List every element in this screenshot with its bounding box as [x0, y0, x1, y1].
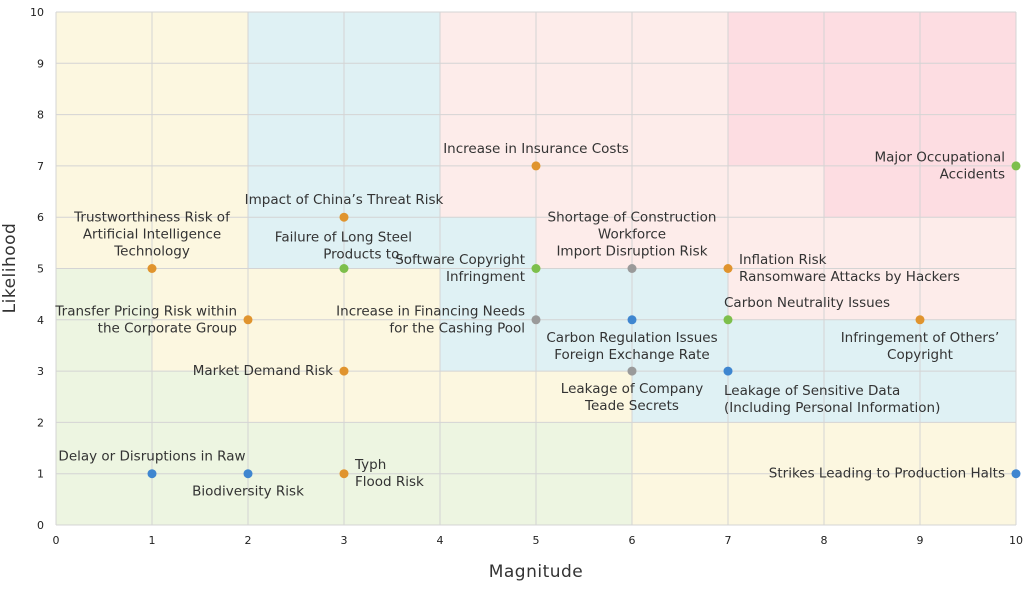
y-tick-label: 10	[30, 6, 44, 19]
point-label: Impact of China’s Threat Risk	[245, 192, 444, 208]
data-point-5	[339, 366, 349, 376]
point-label: Inflation Risk	[739, 252, 827, 268]
zone-green-0	[56, 268, 152, 525]
data-point-18	[1011, 161, 1021, 171]
point-label: Delay or Disruptions in Raw	[58, 449, 245, 465]
data-point-17	[915, 315, 925, 325]
point-label: Flood Risk	[355, 474, 424, 490]
point-label: Infringment	[446, 269, 525, 285]
point-label: for the Cashing Pool	[389, 320, 525, 336]
point-label: Trustworthiness Risk of	[73, 210, 231, 226]
data-point-10	[531, 161, 541, 171]
zone-green-1	[152, 371, 248, 525]
data-points	[147, 161, 1021, 479]
point-label: Market Demand Risk	[193, 363, 333, 379]
data-point-14	[723, 264, 733, 273]
point-label: Transfer Pricing Risk within	[54, 303, 237, 319]
zone-red-17	[728, 12, 1016, 166]
y-axis-title: Likelihood	[0, 223, 20, 314]
data-point-13	[627, 366, 637, 376]
y-tick-label: 6	[37, 211, 44, 224]
point-labels: Delay or Disruptions in Raw Biodiversity …	[54, 141, 1005, 500]
x-tick-label: 6	[629, 534, 636, 547]
point-label: Import Disruption Risk	[556, 244, 707, 260]
point-label: Leakage of Sensitive Data	[724, 383, 900, 399]
data-point-16	[723, 366, 733, 376]
data-point-9	[531, 315, 541, 325]
x-axis-title: Magnitude	[489, 562, 584, 582]
point-label: Teade Secrets	[584, 398, 679, 414]
x-tick-label: 10	[1009, 534, 1023, 547]
zone-yellow-3	[56, 12, 152, 269]
point-label: Software Copyright	[395, 252, 525, 268]
x-tick-label: 3	[341, 534, 348, 547]
point-label: Carbon Regulation Issues	[546, 330, 717, 346]
data-point-1	[243, 469, 253, 479]
point-label: Workforce	[598, 227, 666, 243]
point-label: Artificial Intelligence	[83, 227, 221, 243]
data-point-7	[339, 212, 349, 222]
zone-yellow-4	[152, 12, 248, 372]
zone-peach-15	[728, 165, 824, 320]
point-label: Ransomware Attacks by Hackers	[739, 269, 960, 285]
y-tick-label: 5	[37, 263, 44, 276]
data-point-6	[339, 264, 349, 273]
data-point-12	[627, 315, 637, 325]
point-label: the Corporate Group	[98, 320, 237, 336]
point-label: Infringement of Others’	[841, 330, 1000, 346]
data-point-0	[147, 469, 157, 479]
data-point-2	[339, 469, 349, 479]
y-tick-label: 7	[37, 160, 44, 173]
point-label: Technology	[113, 244, 190, 260]
point-label: (Including Personal Information)	[724, 400, 940, 416]
point-label: Leakage of Company	[561, 381, 703, 397]
zone-blue-12	[728, 319, 1016, 372]
zone-blue-9	[440, 217, 536, 372]
x-tick-label: 0	[53, 534, 60, 547]
point-label: Carbon Neutrality Issues	[724, 295, 890, 311]
x-tick-label: 1	[149, 534, 156, 547]
data-point-3	[147, 264, 157, 273]
data-point-4	[243, 315, 253, 325]
x-tick-label: 5	[533, 534, 540, 547]
point-label: Typh	[354, 457, 386, 473]
point-label: Products to...	[323, 247, 412, 263]
y-tick-label: 2	[37, 416, 44, 429]
y-tick-label: 3	[37, 365, 44, 378]
point-label: Strikes Leading to Production Halts	[769, 466, 1005, 482]
point-label: Increase in Insurance Costs	[443, 141, 629, 157]
data-point-8	[531, 264, 541, 273]
y-tick-label: 4	[37, 314, 44, 327]
point-label: Foreign Exchange Rate	[554, 347, 709, 363]
point-label: Increase in Financing Needs	[336, 303, 525, 319]
point-label: Copyright	[887, 347, 953, 363]
point-label: Major Occupational	[874, 149, 1005, 165]
data-point-11	[627, 264, 637, 273]
y-tick-label: 0	[37, 519, 44, 532]
y-tick-label: 1	[37, 468, 44, 481]
point-label: Accidents	[940, 166, 1005, 182]
x-tick-label: 2	[245, 534, 252, 547]
x-tick-label: 9	[917, 534, 924, 547]
x-tick-label: 4	[437, 534, 444, 547]
y-tick-label: 9	[37, 57, 44, 70]
y-tick-label: 8	[37, 109, 44, 122]
axis-ticks: 0 1 2 3 4 5 6 7 8 9 10 0 1 2 3 4 5 6 7 8 9 10	[30, 6, 1023, 547]
data-point-15	[723, 315, 733, 325]
x-tick-label: 8	[821, 534, 828, 547]
point-label: Shortage of Construction	[548, 210, 717, 226]
point-label: Biodiversity Risk	[192, 484, 304, 500]
data-point-19	[1011, 469, 1021, 479]
point-label: Failure of Long Steel	[275, 230, 412, 246]
x-tick-label: 7	[725, 534, 732, 547]
